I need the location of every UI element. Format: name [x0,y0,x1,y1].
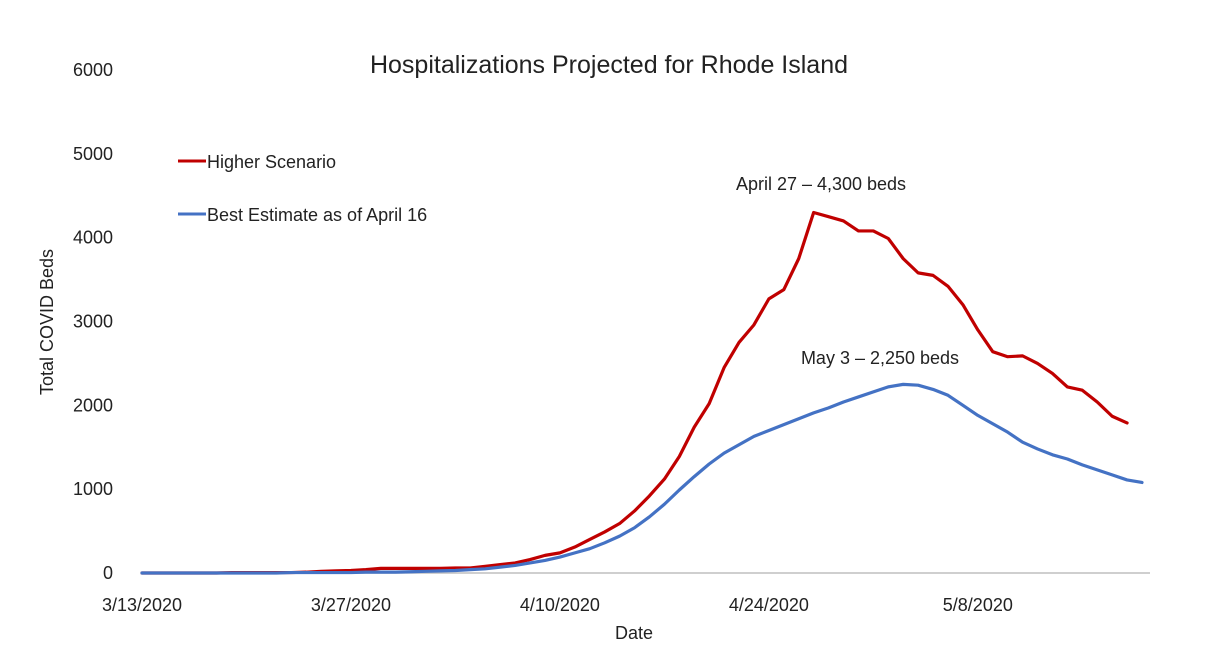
series-line-best-estimate-as-of-april-16 [140,382,1144,575]
x-tick-label-4-10-2020: 4/10/2020 [520,595,600,615]
chart-title: Hospitalizations Projected for Rhode Isl… [370,51,848,79]
y-axis-title: Total COVID Beds [37,249,57,395]
y-tick-label-3000: 3000 [73,312,113,332]
x-axis-ticks: 3/13/2020 3/27/2020 4/10/2020 4/24/2020 5/8/… [102,595,1013,615]
y-tick-label-1000: 1000 [73,479,113,499]
y-tick-label-4000: 4000 [73,228,113,248]
series-line-higher-scenario [140,210,1129,575]
y-tick-label-5000: 5000 [73,144,113,164]
x-tick-label-5-8-2020: 5/8/2020 [943,595,1013,615]
legend-label-higher-scenario: Higher Scenario [207,152,336,172]
x-tick-label-4-24-2020: 4/24/2020 [729,595,809,615]
series-lines [140,210,1144,575]
x-axis-title: Date [615,623,653,643]
y-tick-label-2000: 2000 [73,395,113,415]
x-tick-label-3-27-2020: 3/27/2020 [311,595,391,615]
y-tick-label-0: 0 [103,563,113,583]
legend-label-best-estimate: Best Estimate as of April 16 [207,205,427,225]
peak-annotation-higher-scenario: April 27 – 4,300 beds [736,174,906,194]
y-axis-ticks: 0 1000 2000 3000 4000 5000 6000 [73,60,113,583]
peak-annotation-best-estimate: May 3 – 2,250 beds [801,348,959,368]
x-tick-label-3-13-2020: 3/13/2020 [102,595,182,615]
y-tick-label-6000: 6000 [73,60,113,80]
legend: Higher Scenario Best Estimate as of Apri… [178,152,427,225]
